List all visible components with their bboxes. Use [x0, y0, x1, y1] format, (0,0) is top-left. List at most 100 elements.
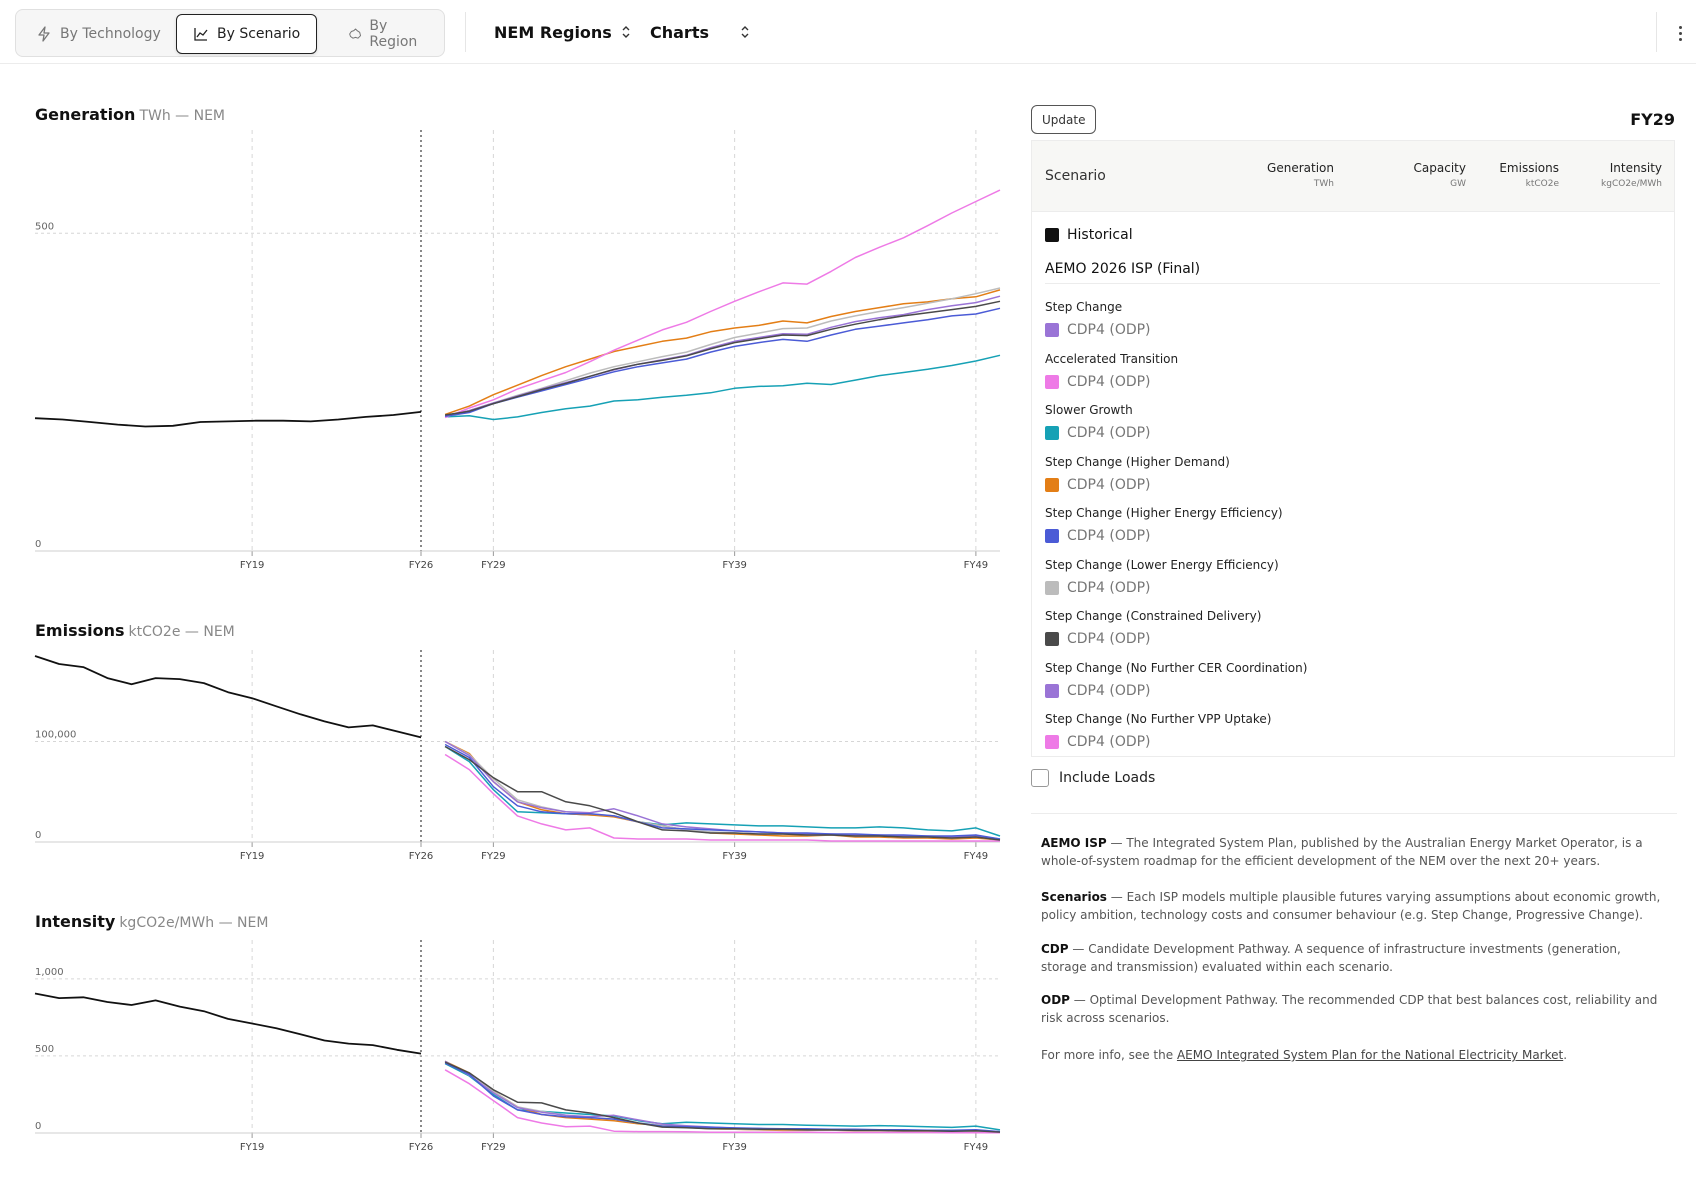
selected-year: FY29: [1630, 110, 1675, 129]
x-tick-label: FY19: [240, 560, 265, 571]
x-tick-label: FY49: [964, 1142, 989, 1153]
region-selector[interactable]: NEM Regions: [494, 18, 632, 46]
scenario-row[interactable]: CDP4 (ODP): [1045, 425, 1151, 441]
view-selector[interactable]: Charts: [650, 18, 751, 46]
y-tick-label: 0: [35, 1121, 41, 1132]
tab-by-technology[interactable]: By Technology: [20, 14, 177, 54]
scenario-cdp: CDP4 (ODP): [1067, 373, 1151, 390]
scenario-cdp: CDP4 (ODP): [1067, 322, 1151, 338]
note-term: AEMO ISP: [1041, 836, 1107, 850]
scenario-row[interactable]: CDP4 (ODP): [1045, 528, 1151, 544]
intensity-chart[interactable]: FY19 FY26 FY29 FY39 FY49 0 500 1,000: [0, 940, 1010, 1160]
color-swatch: [1045, 374, 1059, 389]
x-tick-label: FY49: [964, 851, 989, 862]
scenario-cdp: CDP4 (ODP): [1067, 682, 1151, 699]
projection-series-line: [445, 354, 1001, 421]
projection-series-line: [444, 1062, 1001, 1133]
generation-chart[interactable]: FY19 FY26 FY29 FY39 FY49 0 500: [0, 130, 1010, 571]
view-selector-label: Charts: [650, 22, 709, 42]
header-generation[interactable]: Generation TWh: [1267, 161, 1334, 189]
scenario-row[interactable]: CDP4 (ODP): [1045, 322, 1151, 338]
note-scenarios: Scenarios — Each ISP models multiple pla…: [1041, 888, 1661, 924]
include-loads-label: Include Loads: [1059, 770, 1156, 786]
historical-series-line: [34, 655, 422, 739]
view-mode-segmented-control: By Technology By Scenario By Region: [15, 9, 445, 57]
scenario-name: Step Change (Higher Demand): [1045, 454, 1230, 469]
header-unit: ktCO2e: [1525, 179, 1559, 189]
emissions-chart[interactable]: FY19 FY26 FY29 FY39 FY49 0 100,000: [0, 650, 1010, 870]
scenario-name: Step Change (Higher Energy Efficiency): [1045, 506, 1283, 520]
header-unit: kgCO2e/MWh: [1601, 179, 1662, 189]
scenario-cdp: CDP4 (ODP): [1067, 579, 1151, 596]
tab-by-scenario[interactable]: By Scenario: [176, 14, 318, 54]
scenario-cdp: CDP4 (ODP): [1067, 734, 1151, 750]
scenario-row[interactable]: CDP4 (ODP): [1045, 580, 1151, 596]
chart-title-text: Generation: [35, 105, 136, 124]
divider: [1031, 813, 1677, 814]
x-tick-label: FY19: [240, 1142, 265, 1153]
line-chart-icon: [194, 28, 208, 41]
group-label: AEMO 2026 ISP (Final): [1045, 261, 1201, 277]
x-tick-label: FY29: [481, 1142, 506, 1153]
header-scenario: Scenario: [1045, 168, 1106, 184]
color-swatch: [1045, 529, 1059, 543]
x-tick-label: FY29: [481, 851, 506, 862]
header-label: Intensity: [1609, 161, 1662, 175]
color-swatch: [1045, 580, 1059, 595]
note-text: — Each ISP models multiple plausible fut…: [1041, 890, 1661, 922]
tab-by-region[interactable]: By Region: [332, 14, 444, 54]
more-options-icon[interactable]: [1672, 22, 1688, 44]
historical-row[interactable]: Historical: [1045, 227, 1133, 243]
header-emissions[interactable]: Emissions ktCO2e: [1499, 161, 1559, 189]
y-tick-label: 500: [35, 1044, 54, 1055]
x-tick-label: FY26: [409, 560, 434, 571]
note-text: — Candidate Development Pathway. A seque…: [1041, 942, 1621, 974]
divider: [465, 12, 466, 52]
header-label: Capacity: [1413, 161, 1466, 175]
scenario-row[interactable]: CDP4 (ODP): [1045, 631, 1151, 647]
note-term: CDP: [1041, 942, 1069, 956]
projection-series-line: [444, 1060, 1001, 1133]
scenario-cdp: CDP4 (ODP): [1067, 631, 1151, 647]
note-aemo-isp: AEMO ISP — The Integrated System Plan, p…: [1041, 834, 1661, 870]
divider: [1045, 283, 1660, 284]
header-capacity[interactable]: Capacity GW: [1414, 161, 1466, 189]
header-unit: GW: [1450, 179, 1466, 189]
note-odp: ODP — Optimal Development Pathway. The r…: [1041, 991, 1661, 1027]
header-unit: TWh: [1313, 179, 1334, 189]
x-tick-label: FY19: [240, 851, 265, 862]
y-tick-label: 500: [35, 221, 54, 232]
scenario-name: Step Change (Constrained Delivery): [1045, 609, 1262, 623]
top-bar: By Technology By Scenario By Region NEM …: [0, 0, 1696, 64]
include-loads-checkbox[interactable]: [1031, 769, 1049, 787]
scenario-name: Accelerated Transition: [1045, 351, 1179, 366]
include-loads-toggle[interactable]: Include Loads: [1031, 769, 1155, 787]
scenario-row[interactable]: CDP4 (ODP): [1045, 477, 1151, 493]
projection-series-line: [444, 745, 1001, 841]
scenario-row[interactable]: CDP4 (ODP): [1045, 734, 1151, 750]
projection-series-line: [444, 745, 1001, 837]
historical-series-line: [34, 992, 422, 1055]
update-button[interactable]: Update: [1031, 105, 1097, 134]
isp-link[interactable]: AEMO Integrated System Plan for the Nati…: [1176, 1048, 1564, 1062]
tab-label: By Scenario: [217, 26, 301, 42]
color-swatch: [1045, 632, 1059, 646]
note-term: ODP: [1041, 993, 1070, 1007]
x-tick-label: FY39: [722, 1142, 747, 1153]
color-swatch: [1045, 323, 1059, 337]
more-info-note: For more info, see the AEMO Integrated S…: [1041, 1046, 1661, 1064]
chart-title-text: Intensity: [35, 912, 116, 931]
y-tick-label: 1,000: [35, 967, 64, 978]
chart-unit: kgCO2e/MWh — NEM: [119, 915, 269, 931]
australia-map-icon: [349, 28, 362, 39]
scenario-row[interactable]: CDP4 (ODP): [1045, 374, 1151, 390]
x-tick-label: FY49: [964, 560, 989, 571]
projection-series-line: [444, 307, 1001, 418]
projection-series-line: [444, 753, 1000, 842]
header-intensity[interactable]: Intensity kgCO2e/MWh: [1601, 161, 1662, 189]
scenario-row[interactable]: CDP4 (ODP): [1045, 683, 1151, 699]
scenario-cdp: CDP4 (ODP): [1067, 425, 1151, 441]
y-tick-label: 100,000: [35, 729, 76, 740]
x-tick-label: FY26: [409, 1142, 434, 1153]
color-swatch: [1045, 683, 1059, 698]
